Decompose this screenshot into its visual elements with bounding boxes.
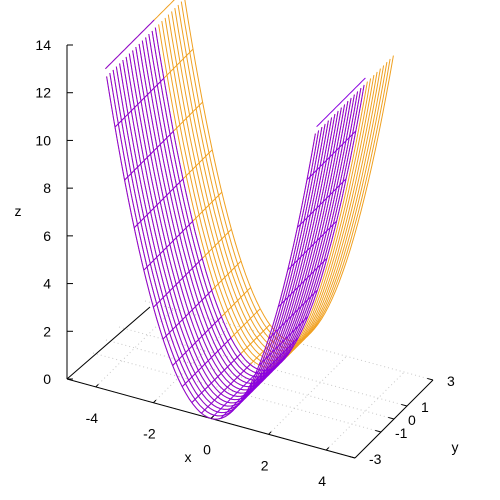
surface-front-line [114,77,165,128]
x-axis-title: x [185,449,192,465]
floor-grid-line-y [105,339,395,420]
x-tick-mark [325,447,330,451]
surface-front-line [153,258,203,308]
y-tick-label: -3 [369,451,382,467]
y-axis-title: y [452,439,459,455]
surface-front-line [162,289,213,340]
axes [66,45,434,459]
x-tick-mark [153,399,157,404]
surface-front-line [277,257,328,308]
y-tick-label: -1 [395,425,408,441]
x-tick-mark [268,431,272,435]
surface-front-line [210,369,261,419]
surface-back-line [164,17,375,362]
y-tick-mark [427,377,434,381]
x-tick-label: -4 [86,410,99,426]
x-tick-label: -2 [143,426,156,442]
z-tick-label: 2 [43,323,51,339]
y-axis-ticks: -3 -101 3 [349,373,455,467]
y-tick-label: 0 [408,412,416,428]
surface-back-line [174,8,385,352]
z-tick-label: 0 [43,371,51,387]
surface-front-line [287,220,337,271]
surface-front-line [229,364,280,414]
surface-front-line [306,130,357,181]
surface-back-line [177,4,388,349]
surface-front-line [124,130,174,181]
z-tick-label: 6 [43,228,51,244]
surface-front-line [105,19,155,70]
floor-grid-line-x [268,355,347,435]
z-axis-ticks: 0 2 4 6 8 10 12 14 [35,37,73,387]
floor-grid-line-y [118,326,408,407]
z-tick-label: 14 [35,37,51,53]
z-tick-label: 4 [43,276,51,292]
x-tick-mark [95,383,99,388]
z-tick-label: 12 [35,85,51,101]
surface-back-line [158,24,368,368]
surface-front-line [316,77,366,128]
x-axis-ticks: -4 -2 0 2 4 [86,383,330,489]
y-tick-label: 1 [421,399,429,415]
surface-mesh [105,0,394,420]
surface-front-line [239,353,289,403]
surface-front-line [201,364,251,414]
x-tick-label: 4 [318,473,326,489]
z-axis-title: z [15,203,22,219]
x-tick-label: 2 [261,457,269,473]
y-tick-mark [375,429,382,433]
surface-back-line [161,21,372,365]
surface-back-line [171,11,381,355]
surface-front-line [133,178,184,229]
surface-front-line [172,316,222,366]
surface-back-line [180,1,391,345]
y-tick-mark [349,455,356,459]
x-tick-mark [210,415,214,419]
y-tick-mark [388,416,395,420]
y-tick-label: 3 [447,373,455,389]
x-tick-label: 0 [203,442,211,458]
surface-back-line [184,0,394,342]
floor-grid-line-y [144,300,434,381]
surface-front-line [268,289,318,340]
z-tick-label: 8 [43,180,51,196]
back-floor-edge [66,306,151,380]
surface-front-line [220,369,270,419]
surface-front-line [258,316,309,366]
z-tick-label: 10 [35,132,51,148]
surface-back-line [167,14,378,358]
surface-front-line [249,337,299,387]
surface-front-line [191,353,241,403]
surface-front-line [181,337,232,388]
floor-grid-line-y [92,352,382,433]
surface-front-line [143,221,193,271]
y-tick-mark [401,403,408,407]
surface-front-line [297,178,347,228]
